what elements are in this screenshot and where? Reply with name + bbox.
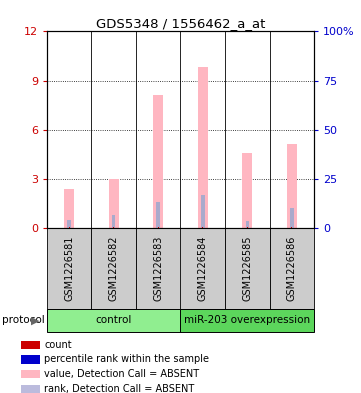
Bar: [225, 228, 270, 309]
Text: count: count: [44, 340, 72, 350]
Text: GSM1226583: GSM1226583: [153, 235, 163, 301]
Bar: [21, 385, 40, 393]
Bar: [201, 195, 205, 228]
Bar: [180, 309, 314, 332]
Text: GSM1226582: GSM1226582: [109, 235, 119, 301]
Bar: [245, 221, 249, 228]
Bar: [290, 208, 293, 228]
Bar: [91, 228, 136, 309]
Title: GDS5348 / 1556462_a_at: GDS5348 / 1556462_a_at: [96, 17, 265, 30]
Bar: [112, 215, 116, 228]
Text: GSM1226581: GSM1226581: [64, 235, 74, 301]
Bar: [287, 145, 297, 228]
Bar: [21, 370, 40, 378]
Bar: [156, 202, 160, 228]
Bar: [157, 227, 159, 228]
Bar: [291, 227, 292, 228]
Bar: [21, 355, 40, 364]
Text: GSM1226586: GSM1226586: [287, 235, 297, 301]
Text: ▶: ▶: [31, 315, 39, 325]
Bar: [113, 227, 114, 228]
Bar: [109, 179, 119, 228]
Text: GSM1226584: GSM1226584: [198, 235, 208, 301]
Bar: [247, 227, 248, 228]
Bar: [64, 189, 74, 228]
Bar: [47, 309, 180, 332]
Bar: [69, 227, 70, 228]
Bar: [180, 228, 225, 309]
Bar: [21, 340, 40, 349]
Bar: [242, 152, 252, 228]
Text: control: control: [96, 315, 132, 325]
Text: miR-203 overexpression: miR-203 overexpression: [184, 315, 310, 325]
Bar: [202, 227, 204, 228]
Text: value, Detection Call = ABSENT: value, Detection Call = ABSENT: [44, 369, 200, 379]
Text: protocol: protocol: [2, 315, 44, 325]
Bar: [153, 95, 163, 228]
Bar: [136, 228, 180, 309]
Text: rank, Detection Call = ABSENT: rank, Detection Call = ABSENT: [44, 384, 195, 393]
Bar: [68, 220, 71, 228]
Bar: [270, 228, 314, 309]
Text: percentile rank within the sample: percentile rank within the sample: [44, 354, 209, 364]
Bar: [47, 228, 91, 309]
Text: GSM1226585: GSM1226585: [242, 235, 252, 301]
Bar: [198, 68, 208, 228]
